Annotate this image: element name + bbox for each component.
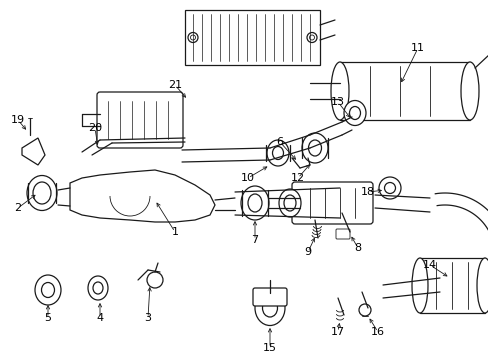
Ellipse shape (190, 35, 195, 40)
Text: 17: 17 (330, 327, 345, 337)
Ellipse shape (476, 258, 488, 313)
Ellipse shape (272, 147, 283, 159)
Bar (419, 258, 484, 313)
Text: 2: 2 (15, 203, 21, 213)
FancyBboxPatch shape (335, 229, 349, 239)
Text: 19: 19 (11, 115, 25, 125)
Text: 8: 8 (354, 243, 361, 253)
Circle shape (358, 304, 370, 316)
Text: 4: 4 (96, 313, 103, 323)
Ellipse shape (343, 100, 365, 126)
Ellipse shape (384, 183, 395, 194)
FancyBboxPatch shape (291, 182, 372, 224)
Ellipse shape (241, 186, 268, 220)
Text: 20: 20 (88, 123, 102, 133)
Ellipse shape (302, 133, 327, 163)
Text: 21: 21 (167, 80, 182, 90)
Bar (184, 10, 319, 65)
Ellipse shape (187, 32, 198, 42)
Ellipse shape (284, 195, 295, 211)
Ellipse shape (266, 140, 288, 166)
Text: 15: 15 (263, 343, 276, 353)
Polygon shape (70, 170, 215, 222)
Ellipse shape (279, 189, 301, 217)
Ellipse shape (33, 182, 51, 204)
Circle shape (147, 272, 163, 288)
Ellipse shape (262, 299, 277, 317)
Text: 9: 9 (304, 247, 311, 257)
FancyBboxPatch shape (252, 288, 286, 306)
Text: 12: 12 (290, 173, 305, 183)
FancyBboxPatch shape (97, 92, 183, 148)
Ellipse shape (41, 283, 54, 297)
Ellipse shape (93, 282, 103, 294)
Text: 11: 11 (410, 43, 424, 53)
Bar (339, 62, 469, 120)
Ellipse shape (35, 275, 61, 305)
Ellipse shape (306, 32, 316, 42)
Text: 5: 5 (44, 313, 51, 323)
Ellipse shape (411, 258, 427, 313)
Text: 6: 6 (276, 137, 283, 147)
Text: 14: 14 (422, 260, 436, 270)
Text: 13: 13 (330, 97, 345, 107)
Text: 7: 7 (251, 235, 258, 245)
Polygon shape (22, 138, 45, 165)
Text: 1: 1 (171, 227, 178, 237)
Ellipse shape (330, 62, 348, 120)
Ellipse shape (378, 177, 400, 199)
Ellipse shape (349, 107, 360, 120)
Ellipse shape (460, 62, 478, 120)
Ellipse shape (254, 291, 285, 325)
Ellipse shape (247, 194, 262, 212)
Ellipse shape (88, 276, 108, 300)
Text: 3: 3 (144, 313, 151, 323)
Text: 16: 16 (370, 327, 384, 337)
Ellipse shape (309, 35, 314, 40)
Text: 18: 18 (360, 187, 374, 197)
Ellipse shape (27, 175, 57, 211)
Text: 10: 10 (241, 173, 254, 183)
Ellipse shape (308, 140, 321, 156)
